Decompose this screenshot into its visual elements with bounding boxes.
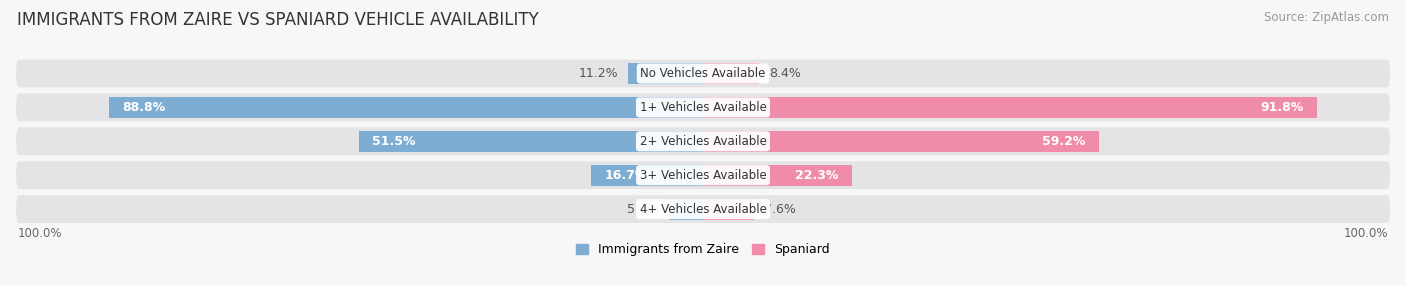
Text: 100.0%: 100.0%: [17, 227, 62, 240]
Text: 11.2%: 11.2%: [578, 67, 619, 80]
Text: Source: ZipAtlas.com: Source: ZipAtlas.com: [1264, 11, 1389, 24]
Bar: [703, 97, 1317, 118]
FancyBboxPatch shape: [15, 127, 1391, 155]
Bar: [703, 198, 754, 220]
Bar: [592, 165, 703, 186]
Text: 16.7%: 16.7%: [605, 169, 648, 182]
Bar: [703, 165, 852, 186]
FancyBboxPatch shape: [15, 195, 1391, 223]
Text: 2+ Vehicles Available: 2+ Vehicles Available: [640, 135, 766, 148]
Text: 8.4%: 8.4%: [769, 67, 801, 80]
Bar: [703, 63, 759, 84]
Legend: Immigrants from Zaire, Spaniard: Immigrants from Zaire, Spaniard: [571, 238, 835, 261]
Text: 100.0%: 100.0%: [1344, 227, 1389, 240]
Bar: [359, 131, 703, 152]
Text: 22.3%: 22.3%: [796, 169, 839, 182]
FancyBboxPatch shape: [15, 59, 1391, 88]
Bar: [110, 97, 703, 118]
Text: 7.6%: 7.6%: [763, 202, 796, 216]
Text: 88.8%: 88.8%: [122, 101, 166, 114]
Text: 59.2%: 59.2%: [1042, 135, 1085, 148]
Bar: [628, 63, 703, 84]
Text: 91.8%: 91.8%: [1260, 101, 1303, 114]
Text: IMMIGRANTS FROM ZAIRE VS SPANIARD VEHICLE AVAILABILITY: IMMIGRANTS FROM ZAIRE VS SPANIARD VEHICL…: [17, 11, 538, 29]
Text: 5.1%: 5.1%: [627, 202, 659, 216]
FancyBboxPatch shape: [15, 94, 1391, 121]
Text: 51.5%: 51.5%: [373, 135, 415, 148]
Text: No Vehicles Available: No Vehicles Available: [640, 67, 766, 80]
Text: 1+ Vehicles Available: 1+ Vehicles Available: [640, 101, 766, 114]
Text: 4+ Vehicles Available: 4+ Vehicles Available: [640, 202, 766, 216]
Text: 3+ Vehicles Available: 3+ Vehicles Available: [640, 169, 766, 182]
Bar: [669, 198, 703, 220]
FancyBboxPatch shape: [15, 161, 1391, 189]
Bar: [703, 131, 1099, 152]
